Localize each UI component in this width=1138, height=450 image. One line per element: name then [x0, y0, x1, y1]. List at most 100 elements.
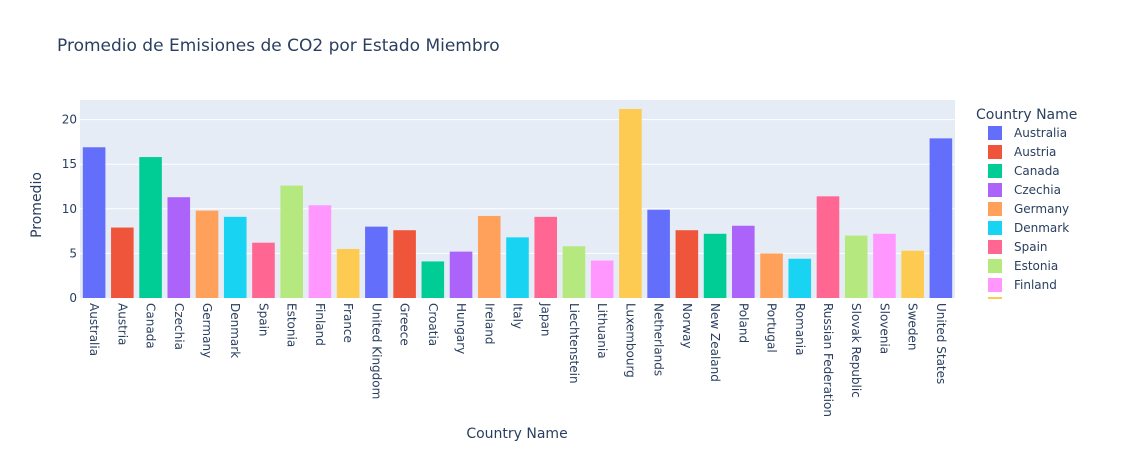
y-tick-label: 5 — [69, 246, 77, 260]
legend-label: Austria — [1014, 145, 1056, 159]
x-tick-label: Ireland — [482, 303, 496, 345]
x-tick-label: Norway — [680, 303, 694, 349]
bar[interactable] — [619, 108, 642, 299]
bar[interactable] — [111, 227, 134, 298]
y-axis-ticks: 0 5 10 15 20 — [62, 113, 77, 305]
x-tick-label: Croatia — [426, 303, 440, 346]
y-axis-title: Promedio — [29, 172, 45, 238]
legend-item[interactable]: Germany — [988, 202, 1069, 216]
bar[interactable] — [365, 226, 388, 298]
bar[interactable] — [506, 237, 529, 298]
bar[interactable] — [760, 253, 783, 298]
x-tick-label: Lithuania — [595, 303, 609, 359]
x-tick-label: Slovenia — [877, 303, 891, 354]
bar[interactable] — [280, 185, 303, 298]
legend-swatch — [988, 240, 1002, 254]
x-tick-label: Canada — [144, 303, 158, 349]
bar[interactable] — [873, 233, 896, 298]
bar[interactable] — [929, 138, 953, 298]
x-tick-label: United States — [934, 303, 948, 384]
x-tick-label: Austria — [115, 303, 129, 345]
x-tick-label: Finland — [313, 303, 327, 346]
bar[interactable] — [844, 235, 868, 298]
bar[interactable] — [732, 225, 755, 298]
bar[interactable] — [393, 230, 416, 298]
bar[interactable] — [167, 197, 191, 298]
x-tick-label: New Zealand — [708, 303, 722, 382]
x-tick-label: Czechia — [172, 303, 186, 350]
bar[interactable] — [421, 261, 445, 298]
x-tick-label: Liechtenstein — [567, 303, 581, 384]
x-tick-label: United Kingdom — [369, 303, 383, 399]
bar[interactable] — [139, 157, 162, 298]
bar[interactable] — [223, 216, 247, 298]
y-tick-label: 10 — [62, 202, 77, 216]
bar[interactable] — [647, 209, 670, 298]
legend-label: Finland — [1014, 278, 1057, 292]
bar[interactable] — [901, 250, 924, 298]
legend-label: Australia — [1014, 126, 1067, 140]
x-tick-label: Romania — [793, 303, 807, 355]
y-tick-label: 15 — [62, 157, 77, 171]
legend-swatch — [988, 221, 1002, 235]
bar[interactable] — [449, 251, 473, 298]
x-tick-label: Hungary — [454, 303, 468, 354]
bar[interactable] — [336, 248, 360, 298]
x-axis-ticks: Australia Austria Canada Czechia Germany Denm… — [87, 302, 948, 417]
legend-swatch — [988, 126, 1002, 140]
x-tick-label: Greece — [398, 303, 412, 346]
legend-item[interactable]: Estonia — [988, 259, 1058, 273]
x-axis-title: Country Name — [466, 426, 567, 442]
x-tick-label: Netherlands — [652, 303, 666, 376]
x-tick-label: Denmark — [228, 303, 242, 358]
bar[interactable] — [534, 216, 558, 298]
x-tick-label: Russian Federation — [821, 303, 835, 417]
legend-item[interactable]: Spain — [988, 240, 1048, 254]
x-tick-label: Germany — [200, 303, 214, 358]
legend-item[interactable]: Finland — [988, 278, 1057, 292]
legend-item[interactable]: Canada — [988, 164, 1060, 178]
y-tick-label: 20 — [62, 113, 77, 127]
legend-item[interactable]: Austria — [988, 145, 1056, 159]
legend-label: Spain — [1014, 240, 1048, 254]
bar[interactable] — [195, 210, 219, 298]
legend-label: Germany — [1014, 202, 1069, 216]
legend-swatch — [988, 259, 1002, 273]
bar[interactable] — [675, 230, 699, 298]
legend-label: Czechia — [1014, 183, 1061, 197]
x-tick-label: Poland — [736, 303, 750, 343]
legend-item[interactable]: Denmark — [988, 221, 1069, 235]
legend-swatch — [988, 278, 1002, 292]
x-tick-label: Australia — [87, 303, 101, 356]
bar[interactable] — [703, 233, 727, 298]
bar[interactable] — [308, 205, 332, 298]
x-tick-label: France — [341, 303, 355, 343]
bar[interactable] — [590, 260, 614, 298]
x-tick-label: Slovak Republic — [849, 303, 863, 398]
bar[interactable] — [816, 196, 840, 298]
bars — [82, 108, 953, 299]
bar[interactable] — [477, 215, 501, 298]
bar[interactable] — [788, 258, 812, 298]
legend-swatch — [988, 145, 1002, 159]
x-tick-label: Portugal — [765, 303, 779, 353]
chart-title: Promedio de Emisiones de CO2 por Estado … — [57, 36, 500, 56]
legend-item[interactable]: Czechia — [988, 183, 1061, 197]
x-tick-label: Estonia — [285, 303, 299, 347]
legend-label: Canada — [1014, 164, 1060, 178]
legend-title: Country Name — [976, 107, 1077, 123]
x-tick-label: Sweden — [906, 303, 920, 350]
legend-item[interactable]: Australia — [988, 126, 1067, 140]
legend-swatch — [988, 164, 1002, 178]
bar[interactable] — [252, 242, 275, 298]
legend-swatch — [988, 202, 1002, 216]
legend[interactable]: Country Name Australia Austria Canada Czech… — [976, 107, 1077, 299]
bar[interactable] — [82, 147, 106, 298]
legend-swatch — [988, 297, 1002, 299]
bar[interactable] — [562, 246, 586, 298]
legend-label: Denmark — [1014, 221, 1069, 235]
x-tick-label: Italy — [511, 303, 525, 329]
legend-swatch — [988, 183, 1002, 197]
x-tick-label: Spain — [256, 303, 270, 337]
